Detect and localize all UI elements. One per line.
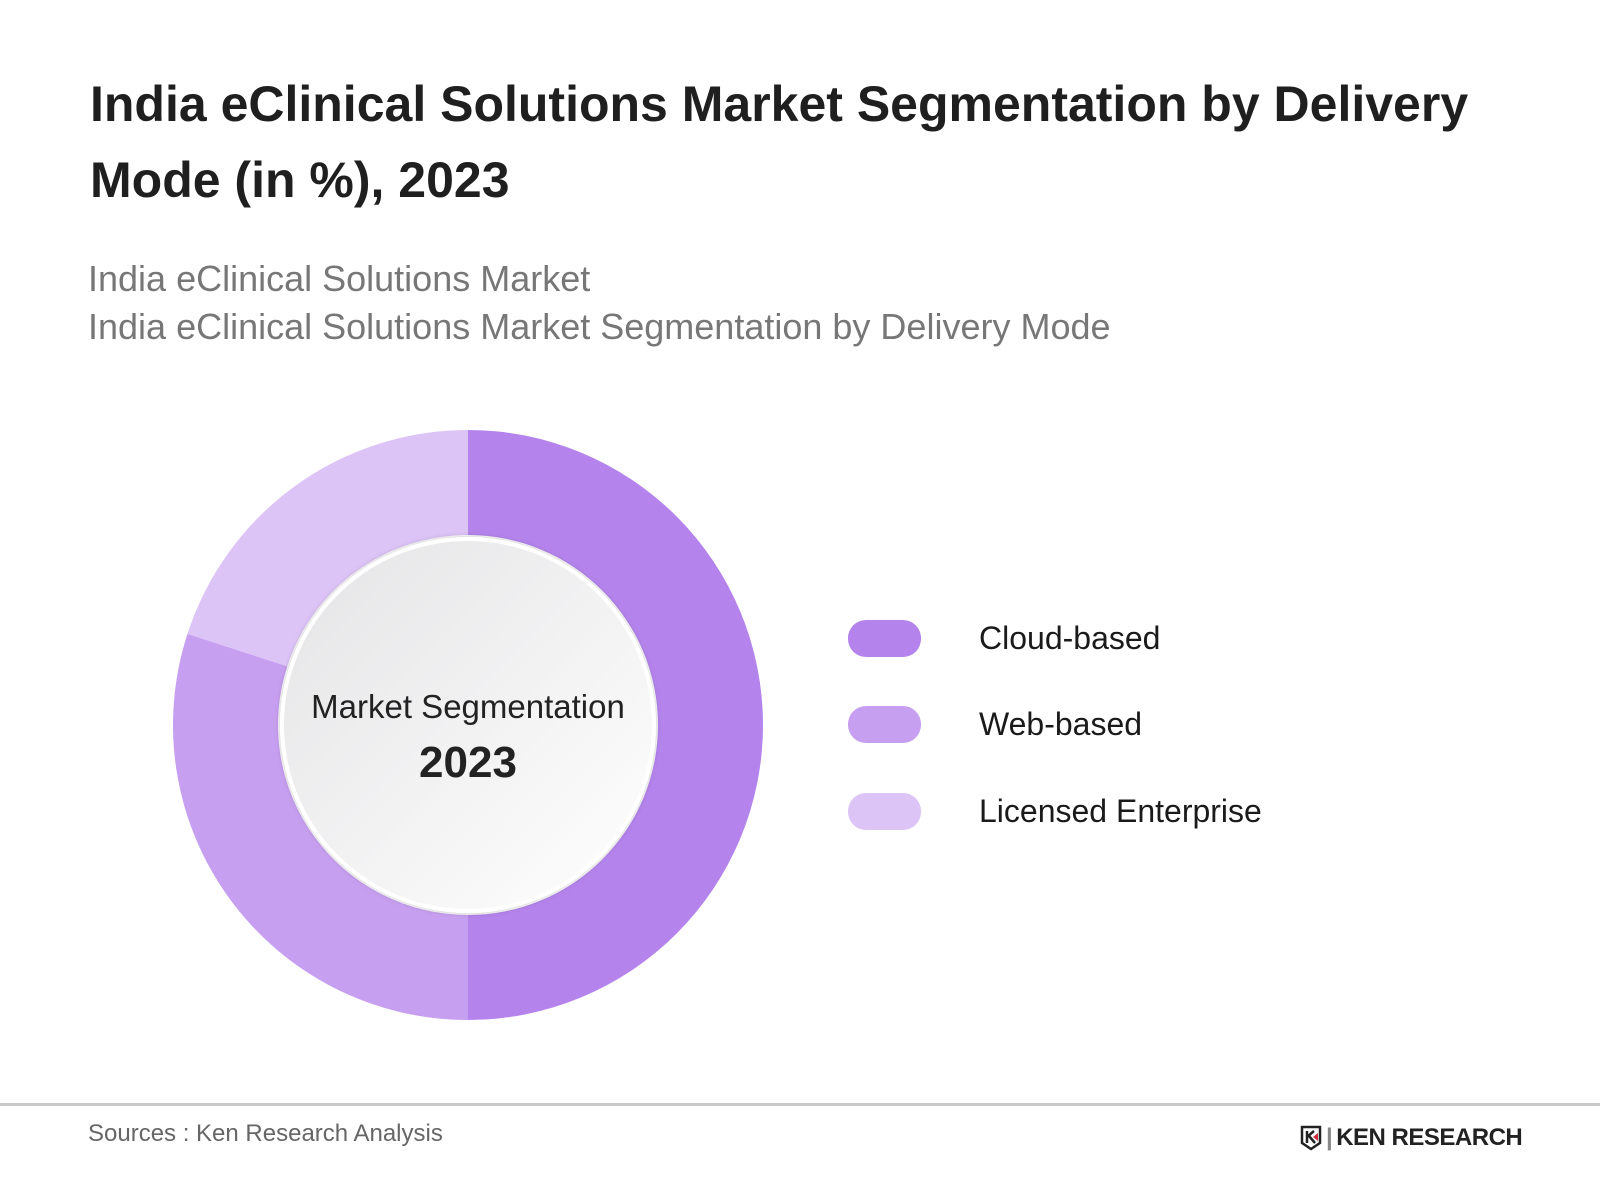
legend-label: Cloud-based bbox=[979, 620, 1161, 656]
center-label: Market Segmentation bbox=[311, 688, 625, 725]
source-note: Sources : Ken Research Analysis bbox=[88, 1120, 443, 1147]
footer-divider bbox=[0, 1103, 1600, 1106]
legend-item-web-based: Web-based bbox=[848, 706, 1142, 743]
chart-subtitle-1: India eClinical Solutions Market bbox=[88, 258, 591, 299]
center-value: 2023 bbox=[419, 738, 517, 787]
legend-label: Licensed Enterprise bbox=[979, 793, 1262, 829]
slice-cloud-based bbox=[468, 430, 763, 1020]
legend-label: Web-based bbox=[979, 706, 1143, 742]
legend-swatch bbox=[848, 706, 921, 743]
logo-text: KEN RESEARCH bbox=[1336, 1124, 1523, 1151]
legend-swatch bbox=[848, 793, 921, 830]
slice-licensed-enterprise bbox=[187, 430, 468, 667]
legend-item-licensed-enterprise: Licensed Enterprise bbox=[848, 793, 1262, 830]
donut-center bbox=[280, 537, 656, 913]
chart-title: India eClinical Solutions Market Segment… bbox=[90, 76, 1469, 208]
legend-item-cloud-based: Cloud-based bbox=[848, 620, 1160, 657]
legend-swatch bbox=[848, 620, 921, 657]
chart-subtitle-2: India eClinical Solutions Market Segment… bbox=[88, 306, 1111, 347]
logo-icon bbox=[1300, 1125, 1322, 1151]
slice-web-based bbox=[172, 633, 468, 1020]
ken-research-logo: | KEN RESEARCH bbox=[1300, 1124, 1523, 1152]
